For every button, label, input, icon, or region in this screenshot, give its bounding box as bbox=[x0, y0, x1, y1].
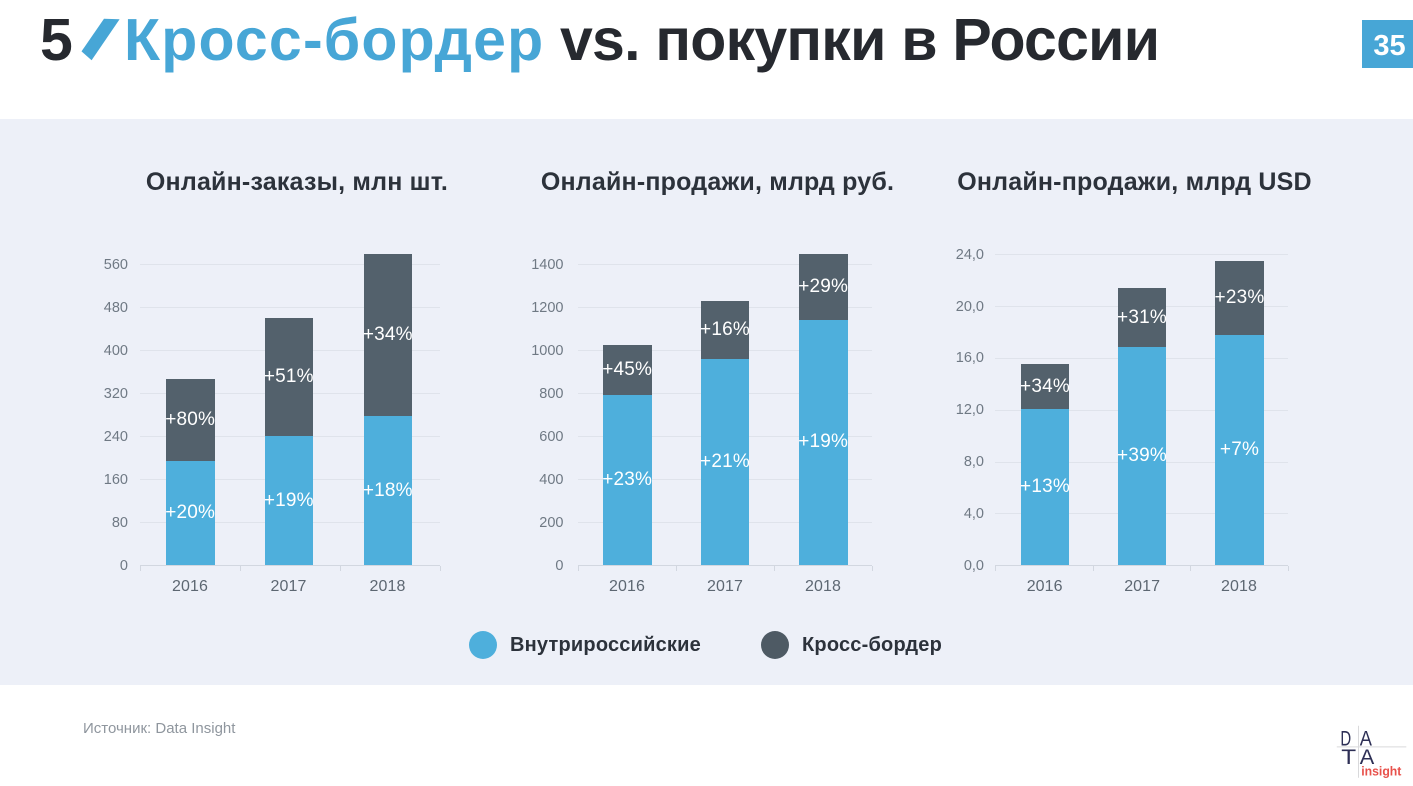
svg-text:T: T bbox=[1341, 745, 1356, 769]
svg-text:insight: insight bbox=[1361, 765, 1402, 779]
svg-text:D: D bbox=[1340, 727, 1351, 751]
svg-text:A: A bbox=[1360, 727, 1373, 751]
svg-text:A: A bbox=[1360, 745, 1375, 769]
